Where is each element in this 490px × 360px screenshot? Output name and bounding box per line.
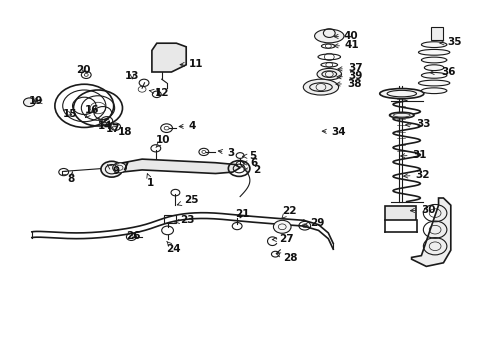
Circle shape: [273, 220, 291, 233]
Polygon shape: [152, 43, 186, 72]
Text: 20: 20: [76, 65, 91, 75]
Polygon shape: [412, 198, 451, 266]
Text: 5: 5: [243, 151, 256, 161]
Text: 40: 40: [334, 31, 359, 41]
Text: 21: 21: [235, 209, 250, 219]
Text: 33: 33: [406, 119, 431, 129]
Text: 4: 4: [179, 121, 196, 131]
Ellipse shape: [421, 42, 447, 48]
Ellipse shape: [315, 29, 344, 43]
Text: 28: 28: [276, 253, 298, 263]
Text: 11: 11: [180, 59, 203, 69]
Ellipse shape: [303, 79, 339, 95]
Text: 31: 31: [401, 150, 427, 160]
Text: 36: 36: [430, 67, 456, 77]
Ellipse shape: [421, 72, 447, 78]
Ellipse shape: [424, 65, 444, 71]
Text: 27: 27: [272, 234, 294, 244]
Text: 9: 9: [107, 165, 120, 176]
Text: 14: 14: [98, 118, 113, 131]
Text: 35: 35: [440, 37, 462, 48]
Text: 29: 29: [304, 218, 324, 228]
Text: 1: 1: [147, 174, 154, 188]
Text: 18: 18: [112, 126, 132, 137]
Text: 7: 7: [115, 162, 129, 172]
Text: 34: 34: [322, 127, 346, 137]
Text: 13: 13: [125, 71, 140, 81]
Text: 24: 24: [167, 241, 181, 254]
Text: 6: 6: [243, 158, 257, 168]
Text: 12: 12: [149, 88, 170, 98]
Bar: [431, 27, 443, 40]
Text: 32: 32: [404, 170, 430, 180]
Bar: [385, 206, 416, 220]
Text: 41: 41: [334, 40, 360, 50]
Text: 15: 15: [63, 109, 77, 119]
Text: 23: 23: [175, 215, 195, 225]
Ellipse shape: [418, 49, 450, 55]
Text: 26: 26: [126, 231, 141, 241]
Text: 2: 2: [244, 165, 260, 175]
Circle shape: [101, 161, 122, 177]
Polygon shape: [103, 159, 240, 174]
Ellipse shape: [390, 112, 414, 118]
Text: 17: 17: [102, 123, 120, 134]
Text: 22: 22: [281, 206, 296, 219]
Ellipse shape: [317, 68, 342, 80]
Text: 16: 16: [85, 105, 100, 118]
Text: 39: 39: [337, 71, 362, 81]
Text: 25: 25: [177, 195, 198, 206]
Text: 8: 8: [68, 171, 75, 184]
Text: 37: 37: [338, 63, 363, 73]
Ellipse shape: [418, 80, 450, 86]
Text: 3: 3: [219, 148, 235, 158]
Circle shape: [24, 98, 35, 107]
Text: 38: 38: [336, 78, 362, 89]
Text: 19: 19: [28, 96, 43, 106]
Text: 30: 30: [411, 204, 436, 215]
Ellipse shape: [421, 88, 447, 94]
Text: 10: 10: [156, 135, 171, 148]
Circle shape: [113, 163, 126, 173]
Ellipse shape: [421, 57, 447, 63]
Bar: [164, 215, 176, 223]
Ellipse shape: [380, 89, 424, 99]
